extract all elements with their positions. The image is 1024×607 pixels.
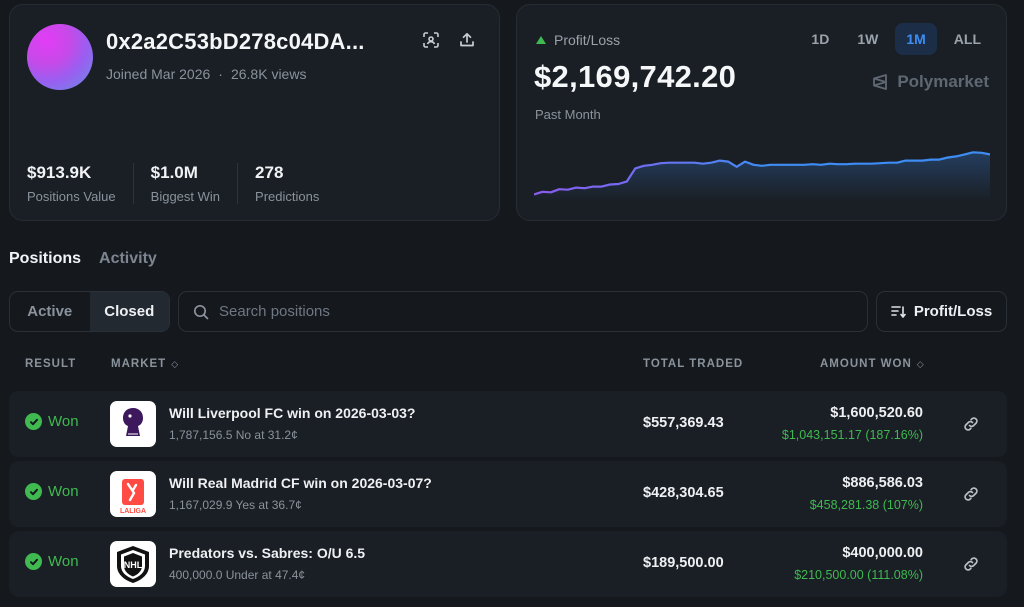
header-amount-won-label: AMOUNT WON bbox=[820, 358, 912, 370]
sort-button[interactable]: Profit/Loss bbox=[876, 291, 1007, 332]
result-won: Won bbox=[25, 483, 79, 500]
filter-closed-button[interactable]: Closed bbox=[89, 292, 169, 331]
market-title[interactable]: Will Real Madrid CF win on 2026-03-07? bbox=[169, 475, 432, 491]
amount-won: $1,600,520.60 bbox=[830, 405, 923, 421]
total-traded: $189,500.00 bbox=[643, 555, 724, 571]
avatar bbox=[27, 24, 93, 90]
pnl-period: Past Month bbox=[535, 107, 601, 122]
market-position: 400,000.0 Under at 47.4¢ bbox=[169, 568, 306, 582]
table-row[interactable]: Won NHL Predators vs. Sabres: O/U 6.5 40… bbox=[9, 531, 1007, 597]
polymarket-logo-icon bbox=[873, 74, 888, 90]
header-total-traded: TOTAL TRADED bbox=[643, 358, 744, 370]
filter-active-button[interactable]: Active bbox=[27, 303, 73, 320]
search-icon bbox=[193, 304, 209, 319]
laliga-logo-text: LALIGA bbox=[120, 508, 146, 515]
stat-value: $1.0M bbox=[150, 163, 198, 182]
table-row[interactable]: Won LALIGA Will Real Madrid CF win on 20… bbox=[9, 461, 1007, 527]
stat-value: $913.9K bbox=[27, 163, 92, 182]
page-tabs: Positions Activity bbox=[9, 250, 157, 268]
stat-label: Predictions bbox=[255, 189, 320, 204]
result-label: Won bbox=[48, 553, 79, 570]
link-icon[interactable] bbox=[962, 555, 980, 573]
check-circle-icon bbox=[25, 413, 42, 430]
polymarket-brand: Polymarket bbox=[871, 72, 989, 92]
search-input[interactable] bbox=[219, 303, 819, 320]
trend-up-icon bbox=[536, 36, 546, 44]
scan-qr-icon[interactable] bbox=[420, 29, 442, 51]
profit-value: $210,500.00 (111.08%) bbox=[794, 568, 923, 582]
pnl-chart bbox=[534, 151, 990, 201]
nhl-logo: NHL bbox=[110, 541, 156, 587]
stat-biggest-win: $1.0M Biggest Win bbox=[150, 163, 239, 204]
stat-value: 278 bbox=[255, 163, 284, 182]
range-tabs: 1D 1W 1M ALL bbox=[800, 23, 992, 55]
check-circle-icon bbox=[25, 553, 42, 570]
sort-label: Profit/Loss bbox=[913, 303, 993, 320]
profit-value: $458,281.38 (107%) bbox=[809, 498, 923, 512]
total-traded: $428,304.65 bbox=[643, 485, 724, 501]
profile-meta: Joined Mar 2026 · 26.8K views bbox=[106, 66, 306, 82]
pnl-label: Profit/Loss bbox=[536, 32, 620, 48]
amount-won: $886,586.03 bbox=[842, 475, 923, 491]
stat-positions-value: $913.9K Positions Value bbox=[27, 163, 134, 204]
stat-predictions: 278 Predictions bbox=[255, 163, 336, 204]
total-traded: $557,369.43 bbox=[643, 415, 724, 431]
link-icon[interactable] bbox=[962, 415, 980, 433]
profile-name: 0x2a2C53bD278c04DA... bbox=[106, 29, 365, 54]
range-tab-1m[interactable]: 1M bbox=[895, 23, 937, 55]
tab-positions[interactable]: Positions bbox=[9, 250, 82, 267]
stat-label: Biggest Win bbox=[150, 189, 221, 204]
brand-name: Polymarket bbox=[897, 72, 989, 91]
nhl-logo-text: NHL bbox=[124, 560, 143, 570]
range-tab-1d[interactable]: 1D bbox=[811, 31, 830, 47]
sort-toggle-icon: ◇ bbox=[916, 358, 925, 369]
status-filter: Active Closed bbox=[9, 291, 170, 332]
profile-card: 0x2a2C53bD278c04DA... Joined Mar 2026 · 26… bbox=[9, 4, 500, 221]
pnl-label-text: Profit/Loss bbox=[554, 32, 621, 48]
header-market-label: MARKET bbox=[111, 358, 167, 370]
result-label: Won bbox=[48, 483, 79, 500]
market-title[interactable]: Predators vs. Sabres: O/U 6.5 bbox=[169, 545, 366, 561]
joined-date: Joined Mar 2026 bbox=[106, 66, 211, 82]
table-row[interactable]: Won Will Liverpool FC win on 2026-03-03?… bbox=[9, 391, 1007, 457]
pnl-value: $2,169,742.20 bbox=[534, 59, 737, 94]
range-tab-all[interactable]: ALL bbox=[953, 31, 981, 47]
tab-activity[interactable]: Activity bbox=[99, 250, 157, 267]
pnl-chart-line bbox=[534, 151, 990, 196]
market-position: 1,167,029.9 Yes at 36.7¢ bbox=[169, 498, 302, 512]
header-market[interactable]: MARKET ◇ bbox=[111, 358, 179, 370]
sort-icon bbox=[891, 305, 906, 318]
header-amount-won[interactable]: AMOUNT WON ◇ bbox=[820, 358, 925, 370]
share-icon[interactable] bbox=[456, 29, 478, 51]
sort-toggle-icon: ◇ bbox=[171, 358, 180, 369]
premier-league-logo bbox=[110, 401, 156, 447]
result-won: Won bbox=[25, 413, 79, 430]
profile-stats: $913.9K Positions Value $1.0M Biggest Wi… bbox=[27, 163, 353, 204]
header-result: RESULT bbox=[25, 358, 77, 370]
search-box bbox=[178, 291, 868, 332]
result-label: Won bbox=[48, 413, 79, 430]
profit-value: $1,043,151.17 (187.16%) bbox=[781, 428, 923, 442]
stat-label: Positions Value bbox=[27, 189, 116, 204]
pnl-card: Profit/Loss $2,169,742.20 Past Month 1D … bbox=[516, 4, 1007, 221]
view-count: 26.8K views bbox=[230, 66, 307, 82]
result-won: Won bbox=[25, 553, 79, 570]
market-title[interactable]: Will Liverpool FC win on 2026-03-03? bbox=[169, 405, 416, 421]
link-icon[interactable] bbox=[962, 485, 980, 503]
market-position: 1,787,156.5 No at 31.2¢ bbox=[169, 428, 298, 442]
laliga-logo: LALIGA bbox=[110, 471, 156, 517]
meta-separator: · bbox=[218, 66, 223, 82]
amount-won: $400,000.00 bbox=[842, 545, 923, 561]
range-tab-1w[interactable]: 1W bbox=[857, 31, 879, 47]
check-circle-icon bbox=[25, 483, 42, 500]
